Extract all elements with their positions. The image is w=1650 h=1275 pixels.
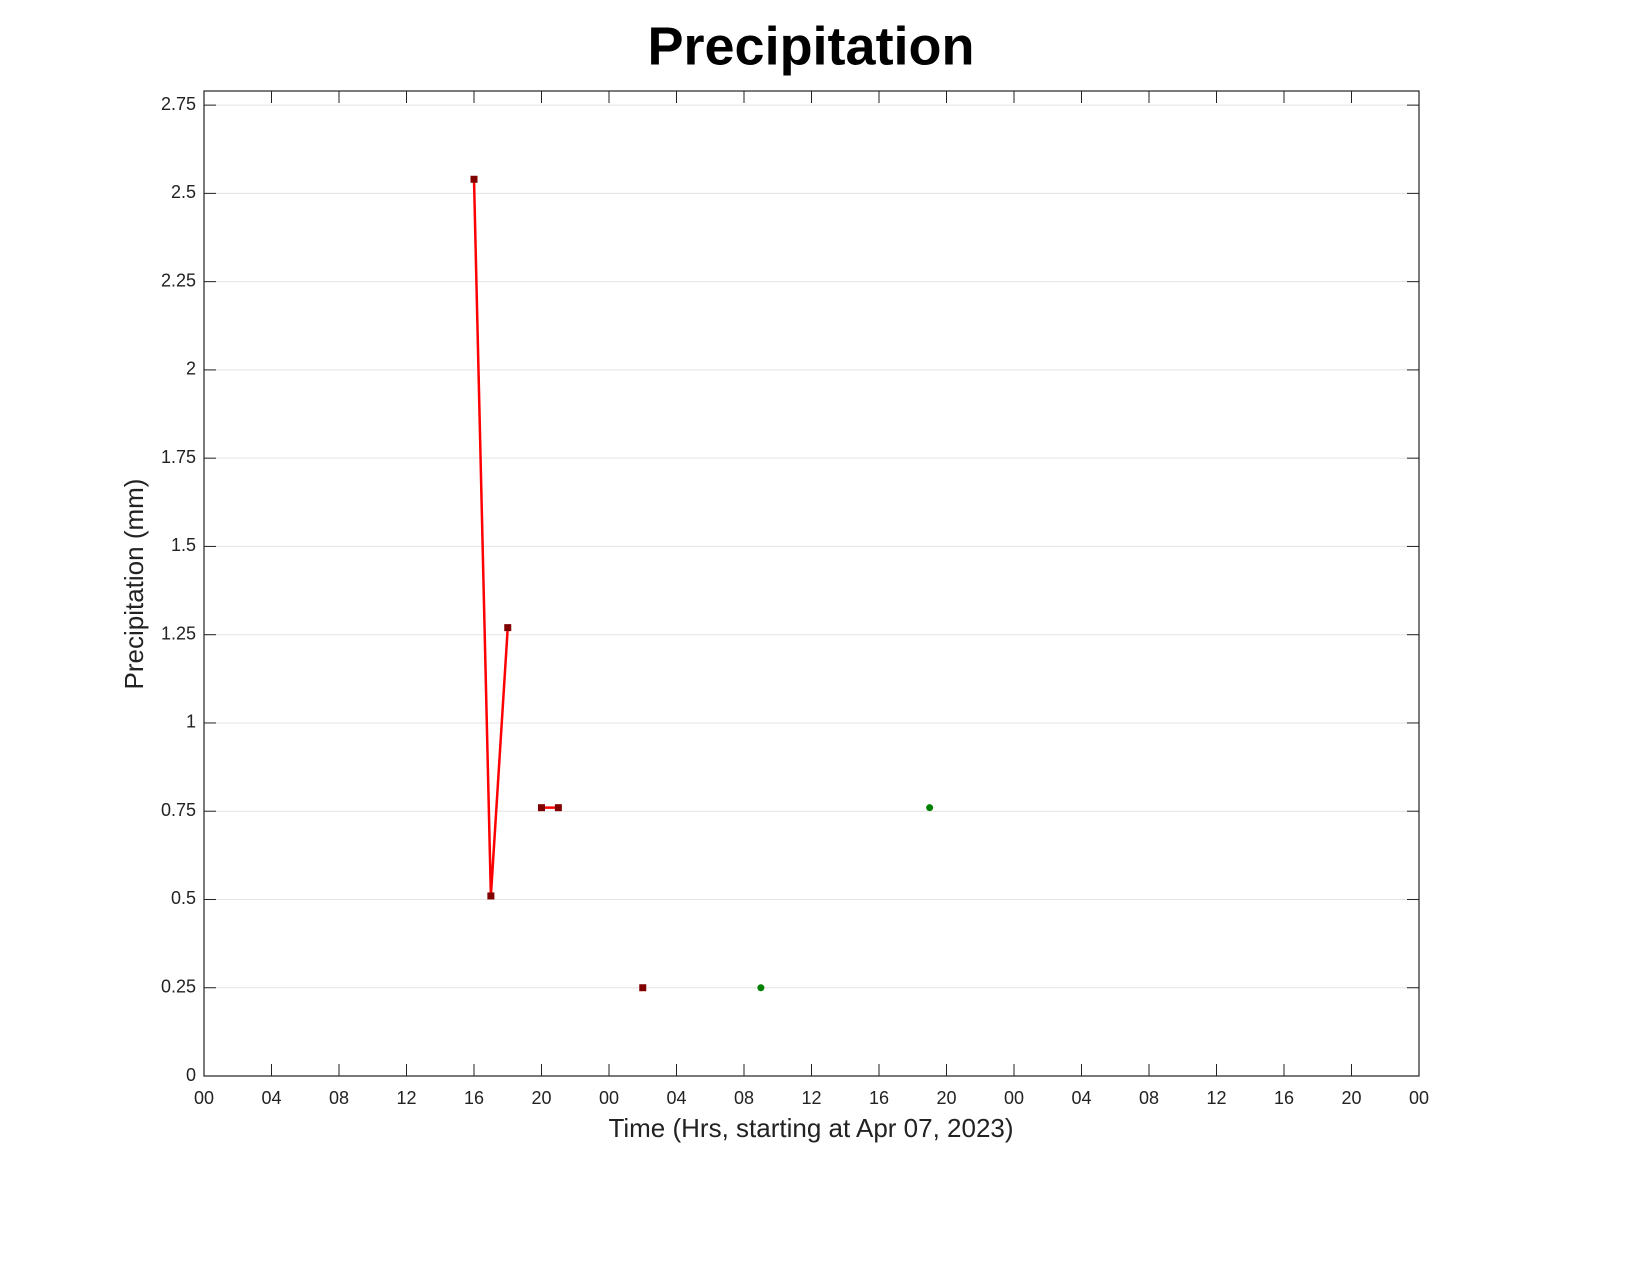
- y-tick-label: 0: [186, 1065, 196, 1085]
- x-tick-label: 16: [464, 1088, 484, 1108]
- x-tick-label: 12: [396, 1088, 416, 1108]
- x-tick-label: 04: [261, 1088, 281, 1108]
- x-tick-label: 16: [869, 1088, 889, 1108]
- y-tick-label: 2.25: [161, 270, 196, 290]
- x-tick-label: 00: [1409, 1088, 1429, 1108]
- plot-frame: [203, 90, 1420, 1077]
- x-tick-label: 04: [666, 1088, 686, 1108]
- chart-title: Precipitation: [647, 16, 974, 76]
- data-point: [538, 804, 545, 812]
- x-axis-label: Time (Hrs, starting at Apr 07, 2023): [608, 1113, 1013, 1143]
- y-tick-label: 2.5: [171, 182, 196, 202]
- x-tick-label: 08: [734, 1088, 754, 1108]
- x-tick-label: 00: [194, 1088, 214, 1108]
- data-point: [554, 804, 562, 812]
- x-tick-label: 16: [1274, 1088, 1294, 1108]
- y-tick-label: 1.75: [161, 447, 196, 467]
- y-axis-label: Precipitation (mm): [119, 479, 149, 690]
- x-tick-label: 12: [1206, 1088, 1226, 1108]
- data-point: [639, 984, 647, 992]
- x-tick-label: 00: [599, 1088, 619, 1108]
- x-tick-label: 00: [1004, 1088, 1024, 1108]
- x-tick-label: 12: [801, 1088, 821, 1108]
- data-point: [504, 624, 512, 632]
- y-tick-label: 0.5: [171, 888, 196, 908]
- x-tick-label: 08: [329, 1088, 349, 1108]
- y-tick-label: 0.25: [161, 976, 196, 996]
- data-point: [926, 804, 934, 812]
- y-tick-label: 1: [186, 712, 196, 732]
- x-tick-label: 08: [1139, 1088, 1159, 1108]
- y-tick-label: 1.5: [171, 535, 196, 555]
- data-point: [487, 892, 495, 900]
- x-tick-label: 20: [936, 1088, 956, 1108]
- x-tick-label: 04: [1071, 1088, 1091, 1108]
- x-tick-label: 20: [1341, 1088, 1361, 1108]
- data-point: [470, 175, 478, 183]
- data-point: [757, 984, 765, 992]
- y-tick-label: 2.75: [161, 94, 196, 114]
- y-tick-label: 1.25: [161, 623, 196, 643]
- y-tick-label: 0.75: [161, 800, 196, 820]
- x-tick-label: 20: [531, 1088, 551, 1108]
- y-tick-label: 2: [186, 359, 196, 379]
